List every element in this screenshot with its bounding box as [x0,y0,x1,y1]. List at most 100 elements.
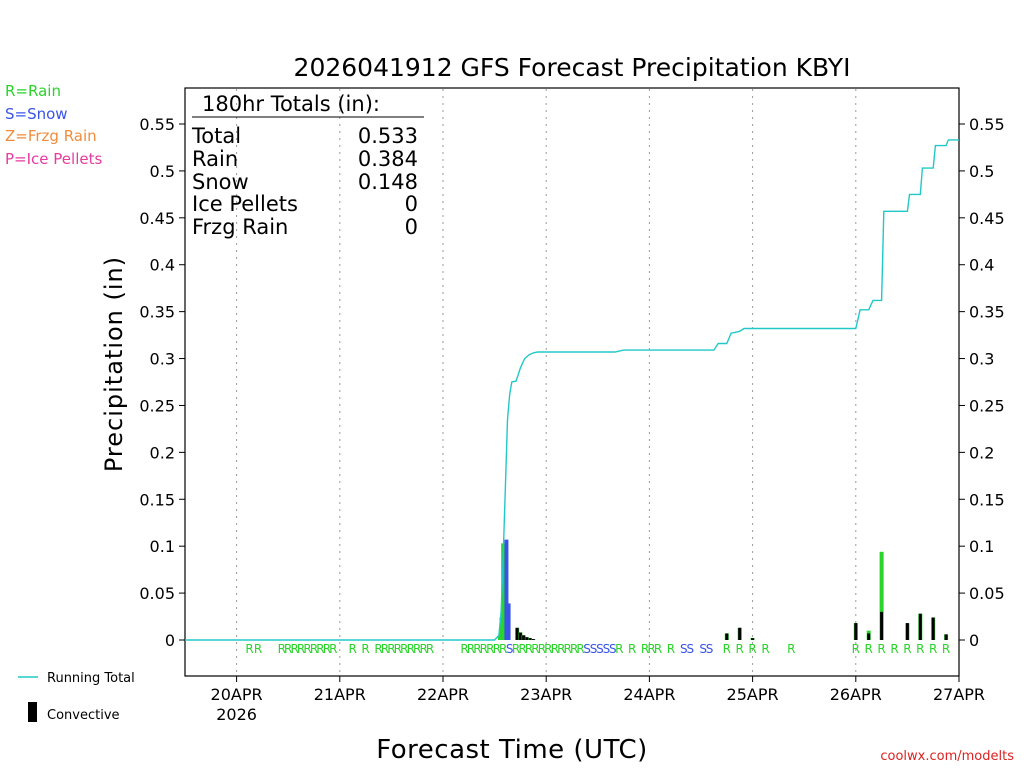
running-total-label: Running Total [47,671,135,686]
precip-type-code: R [544,642,552,656]
y-tick-label-right: 0.5 [969,162,994,181]
precip-type-code: R [512,642,520,656]
precip-type-code: R [480,642,488,656]
precip-type-code: S [680,642,688,656]
totals-label-rain: Rain [192,147,238,171]
plot-frame [184,87,960,677]
precip-type-code: S [686,642,694,656]
totals-value-total: 0.533 [358,124,418,148]
x-tick-label: 27APR [933,685,985,704]
y-tick-label-left: 0.45 [139,209,175,228]
precip-type-code: S [506,642,514,656]
precip-type-code: R [525,642,533,656]
y-tick-label-right: 0.4 [969,256,994,275]
precip-bar [504,539,509,640]
precip-bar [879,551,884,640]
convective-bar [525,637,529,640]
y-tick-label-left: 0.15 [139,490,175,509]
precip-bar [501,543,506,640]
precip-type-code: R [890,642,898,656]
precip-type-code: R [723,642,731,656]
y-axis-label: Precipitation (in) [100,256,128,472]
precip-type-code: R [576,642,584,656]
precip-type-code: R [419,642,427,656]
precip-type-code: R [667,642,675,656]
legend-frzg-rain: Z=Frzg Rain [5,127,97,145]
series-legend: Running Total Convective [18,671,135,723]
totals-box: 180hr Totals (in): Total 0.533 Rain 0.38… [191,92,424,239]
precip-type-code: R [787,642,795,656]
x-tick-label: 26APR [830,685,882,704]
y-tick-label-right: 0.1 [969,537,994,556]
precip-type-code: S [596,642,604,656]
precip-type-code: S [609,642,617,656]
totals-value-rain: 0.384 [358,147,418,171]
y-tick-label-left: 0.2 [150,443,175,462]
y-tick-label-left: 0.25 [139,396,175,415]
totals-header: 180hr Totals (in): [202,92,380,116]
convective-bar [931,617,935,640]
y-tick-label-left: 0.05 [139,584,175,603]
x-tick-label: 23APR [520,685,572,704]
precip-type-code: R [316,642,324,656]
totals-value-ice-pellets: 0 [405,192,418,216]
precip-type-code: R [641,642,649,656]
y-tick-label-right: 0.45 [969,209,1005,228]
convective-bar [854,623,858,640]
totals-value-snow: 0.148 [358,170,418,194]
y-tick-label-right: 0.2 [969,443,994,462]
precip-type-code: R [518,642,526,656]
convective-bar [751,638,755,640]
precip-type-code: R [942,642,950,656]
precip-type-code: R [615,642,623,656]
precip-type-code: R [736,642,744,656]
precip-type-code: R [486,642,494,656]
precip-type-code: R [654,642,662,656]
y-axis-ticks: 0 00.05 0.050.1 0.10.15 0.150.2 0.20.25 0.250.… [139,115,1004,650]
y-tick-label-left: 0 [165,631,175,650]
precip-type-code: R [570,642,578,656]
convective-bar [905,623,909,640]
y-tick-label-right: 0 [969,631,979,650]
y-tick-label-left: 0.35 [139,303,175,322]
x-tick-label: 21APR [314,685,366,704]
y-tick-label-left: 0.1 [150,537,175,556]
legend-snow: S=Snow [5,105,68,123]
convective-bar [944,634,948,640]
precip-type-code: R [303,642,311,656]
y-tick-label-left: 0.5 [150,162,175,181]
convective-bar [880,611,884,640]
precip-type-code: R [387,642,395,656]
precip-type-code: R [460,642,468,656]
precip-type-code: R [426,642,434,656]
precip-type-legend: R=Rain S=Snow Z=Frzg Rain P=Ice Pellets [5,82,102,168]
convective-bar [528,638,532,640]
precip-type-code: R [929,642,937,656]
precip-type-code: R [473,642,481,656]
y-tick-label-right: 0.35 [969,303,1005,322]
convective-bar [918,613,922,640]
x-tick-sublabel: 2026 [216,705,257,724]
precip-type-code: R [381,642,389,656]
precip-type-code: R [310,642,318,656]
y-tick-label-right: 0.25 [969,396,1005,415]
precip-type-code: R [916,642,924,656]
x-tick-label: 25APR [727,685,779,704]
precip-type-code: R [254,642,262,656]
credit-text: coolwx.com/modelts [880,749,1014,764]
precip-type-code: R [290,642,298,656]
precip-type-code: R [628,642,636,656]
y-tick-label-right: 0.05 [969,584,1005,603]
precip-bar [506,603,511,640]
legend-ice-pellets: P=Ice Pellets [5,150,102,168]
precip-type-code: R [467,642,475,656]
precip-type-code: R [531,642,539,656]
precip-type-code: R [865,642,873,656]
y-tick-label-left: 0.55 [139,115,175,134]
precip-type-code: R [551,642,559,656]
precip-bars [497,539,949,640]
totals-label-frzg-rain: Frzg Rain [192,215,288,239]
convective-bar [725,633,729,640]
precip-type-code: R [647,642,655,656]
